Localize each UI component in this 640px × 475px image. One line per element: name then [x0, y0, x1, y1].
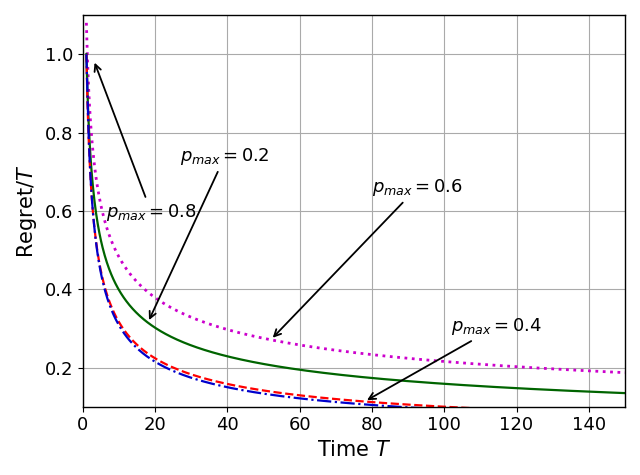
- Text: $p_{max} = 0.2$: $p_{max} = 0.2$: [150, 145, 270, 318]
- Text: $p_{max} = 0.6$: $p_{max} = 0.6$: [274, 177, 463, 336]
- Text: $p_{max} = 0.8$: $p_{max} = 0.8$: [95, 65, 196, 223]
- X-axis label: Time $T$: Time $T$: [317, 440, 391, 460]
- Text: $p_{max} = 0.4$: $p_{max} = 0.4$: [369, 316, 543, 399]
- Y-axis label: Regret/$T$: Regret/$T$: [15, 164, 39, 257]
